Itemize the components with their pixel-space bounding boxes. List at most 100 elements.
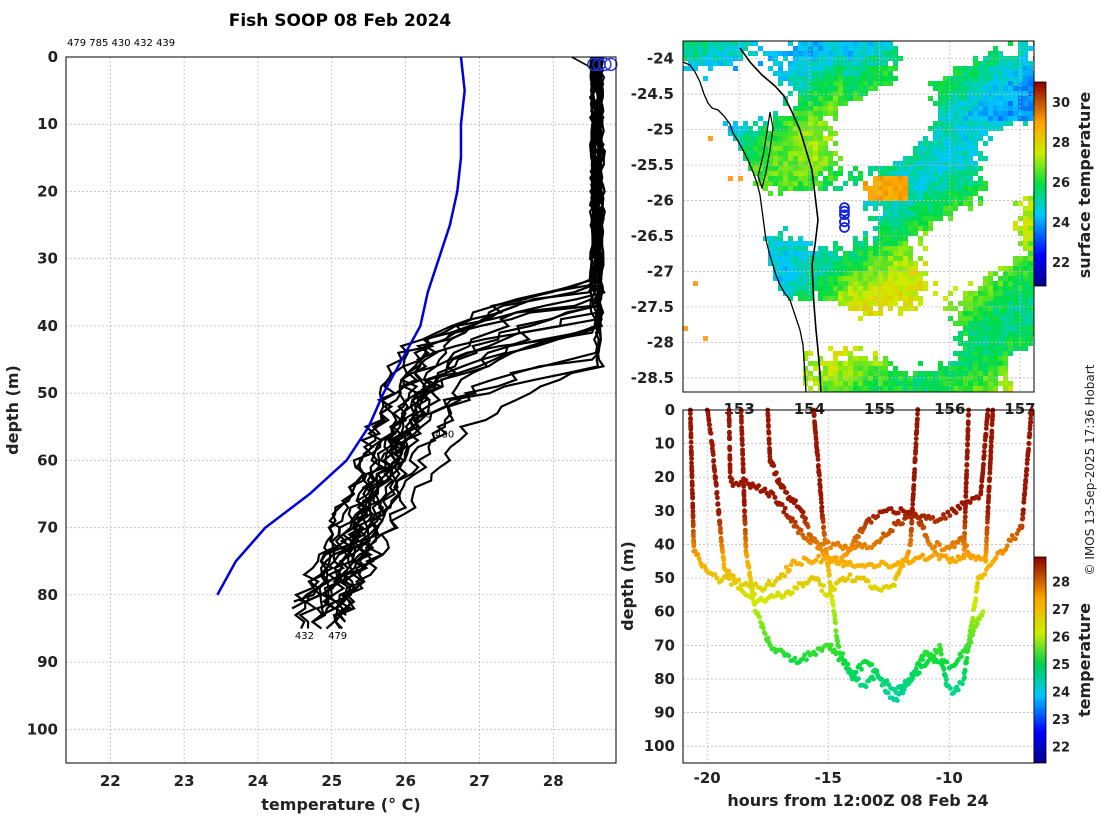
sst-cell xyxy=(988,101,993,106)
section-point xyxy=(802,652,807,658)
sst-cell xyxy=(978,326,983,331)
surface-markers xyxy=(587,57,618,72)
sst-cell xyxy=(953,91,958,96)
sst-cell xyxy=(858,301,863,306)
sst-cell xyxy=(793,46,798,51)
sst-cell xyxy=(908,291,913,296)
sst-cell xyxy=(868,371,873,376)
sst-cell xyxy=(953,71,958,76)
sst-cell xyxy=(743,46,748,51)
temperature-profile-line xyxy=(299,56,607,603)
sst-cell xyxy=(838,91,843,96)
sst-cell xyxy=(1003,311,1008,316)
sst-cell xyxy=(868,86,873,91)
section-point xyxy=(829,588,834,593)
sst-cell xyxy=(973,306,978,311)
section-point xyxy=(912,467,918,472)
map-lat-tick-label: -24 xyxy=(647,50,674,68)
sst-cell xyxy=(788,71,793,76)
sst-cell xyxy=(1008,351,1013,356)
sst-cell xyxy=(993,361,998,366)
sst-cell xyxy=(788,181,793,186)
section-point xyxy=(845,576,850,582)
sst-cell xyxy=(943,211,948,216)
sst-cell xyxy=(988,86,993,91)
sst-cell xyxy=(743,141,748,146)
sst-cell xyxy=(803,241,808,246)
section-point xyxy=(718,525,723,531)
sst-cell xyxy=(818,91,823,96)
sst-cell xyxy=(773,171,778,176)
sst-cell xyxy=(968,136,973,141)
sst-cell xyxy=(918,226,923,231)
sst-cell xyxy=(828,41,833,46)
sst-cell xyxy=(863,266,868,271)
sst-cell xyxy=(978,106,983,111)
sst-cell xyxy=(923,381,928,386)
sst-cell xyxy=(998,356,1003,361)
sst-cell xyxy=(798,111,803,116)
sst-cell xyxy=(943,91,948,96)
sst-cell xyxy=(988,66,993,71)
sst-cell xyxy=(923,211,928,216)
sst-cell xyxy=(1003,366,1008,371)
sst-cell xyxy=(813,96,818,101)
sst-cell xyxy=(908,231,913,236)
profile-x-tick-label: 25 xyxy=(321,772,342,790)
sst-cell xyxy=(843,276,848,281)
sst-cell xyxy=(828,126,833,131)
sst-cell xyxy=(833,256,838,261)
sst-cell xyxy=(878,71,883,76)
sst-cell xyxy=(953,206,958,211)
sst-cell xyxy=(763,131,768,136)
sst-cell xyxy=(903,221,908,226)
section-point xyxy=(876,563,882,568)
section-point xyxy=(831,647,837,653)
sst-cell xyxy=(858,386,863,391)
sst-cell xyxy=(783,176,788,181)
sst-cell xyxy=(813,286,818,291)
sst-cell xyxy=(983,71,988,76)
sst-cell xyxy=(943,156,948,161)
sst-cell xyxy=(848,376,853,381)
sst-cell xyxy=(883,71,888,76)
sst-cell xyxy=(893,161,898,166)
sst-cell xyxy=(878,281,883,286)
sst-cell xyxy=(998,341,1003,346)
sst-cell xyxy=(988,301,993,306)
sst-cell xyxy=(908,166,913,171)
sst-cell xyxy=(883,371,888,376)
sst-cell xyxy=(893,76,898,81)
sst-cell xyxy=(863,181,868,186)
section-point xyxy=(828,545,834,551)
sst-cell xyxy=(833,186,838,191)
sst-cell xyxy=(838,76,843,81)
sst-cell xyxy=(798,81,803,86)
sst-cell xyxy=(923,191,928,196)
sst-cell xyxy=(913,376,918,381)
sst-cell xyxy=(948,216,953,221)
sst-cell xyxy=(783,181,788,186)
sst-cell xyxy=(763,121,768,126)
sst-cell xyxy=(1023,276,1028,281)
section-point xyxy=(824,547,829,552)
sst-cell xyxy=(863,256,868,261)
sst-cell xyxy=(983,81,988,86)
sst-cell xyxy=(793,136,798,141)
sst-cell xyxy=(918,186,923,191)
sst-cell xyxy=(948,196,953,201)
sst-cell xyxy=(873,271,878,276)
sst-cell xyxy=(803,51,808,56)
sst-cell xyxy=(823,386,828,391)
section-point xyxy=(987,466,993,472)
sst-cell xyxy=(983,131,988,136)
sst-cell xyxy=(838,96,843,101)
sst-cell xyxy=(813,146,818,151)
sst-cell xyxy=(928,146,933,151)
sst-cell xyxy=(863,311,868,316)
map-lat-tick-label: -25.5 xyxy=(631,156,674,174)
sst-cell xyxy=(953,126,958,131)
sst-cell xyxy=(793,156,798,161)
sst-cell xyxy=(843,256,848,261)
sst-cell xyxy=(828,106,833,111)
